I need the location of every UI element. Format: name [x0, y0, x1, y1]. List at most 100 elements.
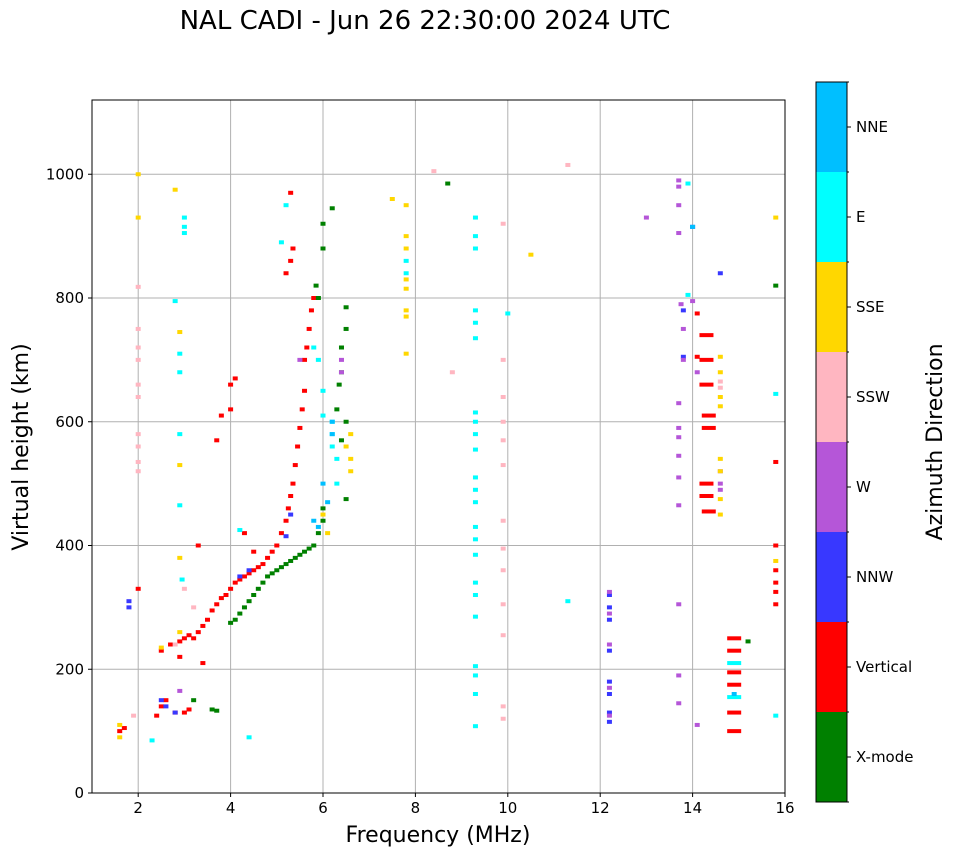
echo-point-sse	[177, 330, 183, 335]
echo-point-x-mode	[269, 571, 275, 576]
echo-point-nnw	[163, 704, 169, 709]
echo-point-nne	[325, 500, 331, 505]
echo-point-nnw	[680, 308, 686, 313]
colorbar-frame	[815, 81, 848, 803]
echo-point-vertical	[699, 494, 714, 498]
echo-point-vertical	[727, 636, 742, 641]
echo-point-w	[690, 299, 696, 304]
echo-point-e	[283, 203, 289, 208]
echo-point-e	[472, 475, 478, 480]
echo-point-vertical	[255, 565, 261, 570]
echo-point-w	[676, 503, 682, 508]
echo-point-e	[472, 246, 478, 251]
echo-point-w	[676, 178, 682, 183]
x-axis-label: Frequency (MHz)	[346, 823, 531, 848]
echo-point-vertical	[186, 633, 192, 638]
echo-point-w	[676, 425, 682, 430]
echo-point-ssw	[500, 438, 506, 443]
echo-point-x-mode	[320, 506, 326, 511]
echo-point-vertical	[181, 710, 187, 715]
echo-point-vertical	[302, 388, 308, 393]
echo-point-sse	[717, 456, 723, 461]
echo-point-e	[472, 692, 478, 696]
echo-point-vertical	[694, 354, 700, 359]
echo-point-sse	[403, 286, 409, 291]
echo-point-w	[676, 231, 682, 236]
echo-point-sse	[348, 432, 354, 437]
echo-point-e	[472, 447, 478, 452]
echo-point-vertical	[727, 682, 742, 687]
echo-point-vertical	[135, 586, 141, 591]
colorbar-label-e: E	[856, 208, 865, 226]
echo-point-vertical	[218, 413, 224, 418]
echo-point-e	[315, 357, 321, 362]
echo-point-e	[246, 735, 252, 740]
echo-point-vertical	[241, 574, 247, 579]
echo-point-vertical	[117, 729, 123, 734]
echo-point-ssw	[135, 469, 141, 474]
echo-point-nne	[311, 518, 317, 523]
echo-point-vertical	[699, 382, 714, 387]
echo-point-e	[685, 181, 691, 186]
colorbar-segment	[816, 82, 847, 172]
echo-point-vertical	[195, 543, 201, 548]
echo-point-w	[676, 435, 682, 440]
echo-point-vertical	[177, 654, 183, 659]
echo-point-sse	[403, 308, 409, 313]
echo-point-e	[181, 231, 187, 236]
echo-point-sse	[135, 215, 141, 220]
echo-point-nnw	[288, 512, 294, 517]
echo-point-e	[685, 292, 691, 297]
echo-point-vertical	[260, 562, 266, 567]
echo-point-e	[773, 713, 779, 718]
echo-point-vertical	[232, 376, 238, 381]
echo-point-e	[237, 528, 243, 533]
echo-point-vertical	[283, 271, 289, 276]
echo-point-x-mode	[338, 345, 344, 350]
echo-point-vertical	[168, 642, 174, 647]
echo-point-x-mode	[237, 611, 243, 616]
echo-point-e	[472, 614, 478, 619]
echo-point-x-mode	[315, 296, 321, 300]
echo-point-e	[472, 664, 478, 669]
echo-point-ssw	[191, 605, 197, 610]
echo-point-vertical	[308, 308, 314, 313]
x-tick-label: 14	[683, 799, 702, 817]
echo-point-vertical	[214, 438, 220, 443]
echo-point-sse	[773, 215, 779, 220]
echo-point-x-mode	[311, 543, 317, 548]
echo-point-vertical	[283, 518, 289, 523]
echo-point-vertical	[181, 636, 187, 641]
y-tick-label: 200	[55, 660, 84, 678]
echo-point-nne	[690, 224, 696, 229]
echo-point-vertical	[195, 630, 201, 635]
echo-point-e	[505, 311, 511, 316]
echo-point-x-mode	[313, 283, 319, 288]
echo-point-e	[320, 413, 326, 418]
echo-point-nnw	[717, 271, 723, 276]
echo-point-e	[320, 388, 326, 393]
echo-point-e	[727, 661, 742, 666]
echo-point-x-mode	[260, 580, 266, 585]
echo-point-vertical	[773, 580, 779, 585]
colorbar-segment	[816, 442, 847, 532]
echo-point-w	[676, 401, 682, 406]
echo-point-e	[472, 593, 478, 597]
echo-point-e	[472, 724, 478, 729]
y-axis-label: Virtual height (km)	[9, 343, 34, 550]
echo-point-e	[311, 345, 317, 350]
echo-point-nnw	[172, 710, 178, 715]
echo-point-x-mode	[297, 552, 303, 557]
echo-point-sse	[325, 531, 331, 536]
colorbar-segment	[816, 712, 847, 802]
echo-point-nnw	[158, 698, 164, 703]
echo-point-e	[472, 419, 478, 424]
echo-point-x-mode	[320, 246, 326, 251]
echo-point-x-mode	[283, 562, 289, 567]
y-axis-ticks: 0 200 400 600 800 1000	[46, 165, 92, 802]
echo-point-vertical	[701, 413, 716, 418]
echo-point-sse	[403, 246, 409, 251]
echo-point-sse	[348, 469, 354, 474]
echo-point-x-mode	[292, 555, 298, 560]
echo-point-nnw	[246, 568, 252, 573]
